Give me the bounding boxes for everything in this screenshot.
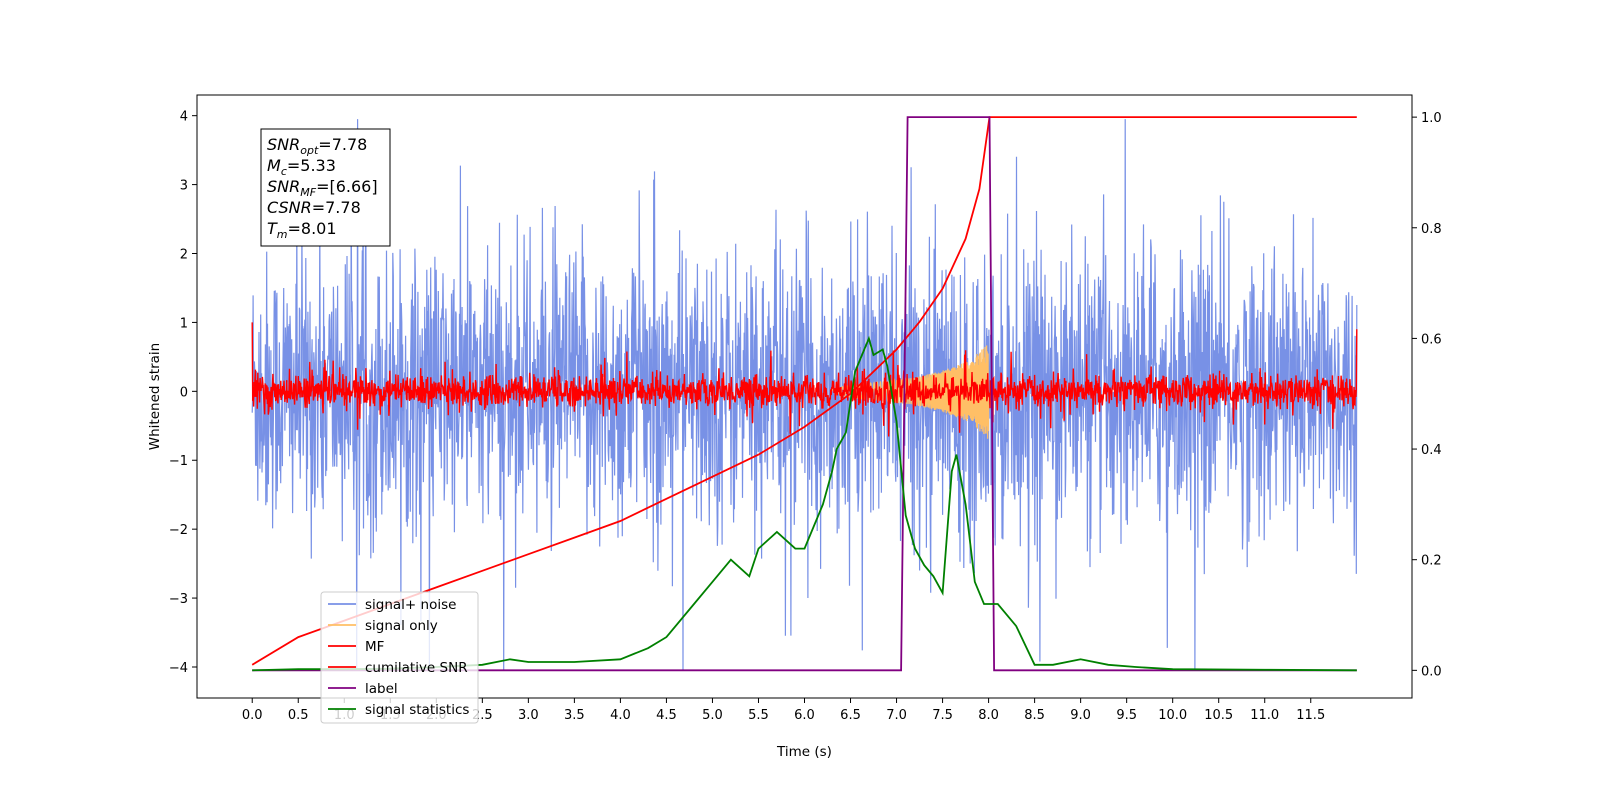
legend-entry-label: signal only	[365, 618, 438, 634]
x-tick-label: 3.0	[518, 708, 539, 723]
y-left-tick-label: 1	[180, 316, 188, 331]
x-tick-label: 10.0	[1158, 708, 1187, 723]
x-tick-label: 11.0	[1250, 708, 1279, 723]
legend-entry-label: signal+ noise	[365, 597, 456, 613]
x-tick-label: 7.0	[886, 708, 907, 723]
x-tick-label: 6.5	[840, 708, 861, 723]
x-tick-label: 5.5	[748, 708, 769, 723]
x-tick-label: 3.5	[564, 708, 585, 723]
y-left-tick-label: −2	[169, 523, 188, 538]
y-axis-left: 4 3 2 1 0 −1 −2 −3 −4	[169, 110, 197, 676]
y-right-tick-label: 0.2	[1421, 554, 1442, 569]
legend: signal+ noise signal only MF cumilative SNR…	[320, 591, 479, 724]
x-tick-label: 9.5	[1116, 708, 1137, 723]
y-axis-right: 1.0 0.8 0.6 0.4 0.2 0.0	[1412, 111, 1442, 679]
y-left-tick-label: −4	[169, 661, 188, 676]
series-label-line	[252, 116, 1357, 672]
x-tick-label: 8.5	[1024, 708, 1045, 723]
x-tick-label: 11.5	[1296, 708, 1325, 723]
y-right-tick-label: 0.8	[1421, 222, 1442, 237]
x-tick-label: 0.0	[242, 708, 263, 723]
y-right-tick-label: 1.0	[1421, 111, 1442, 126]
legend-entry-label: signal statistics	[365, 702, 469, 718]
series-signal-noise-line	[251, 119, 1358, 671]
x-tick-label: 7.5	[932, 708, 953, 723]
x-tick-label: 6.0	[794, 708, 815, 723]
y-left-tick-label: −1	[169, 454, 188, 469]
x-axis-label: Time (s)	[776, 744, 832, 760]
plot-area	[251, 116, 1358, 672]
series-mf-line	[251, 322, 1358, 437]
legend-entry-label: cumilative SNR	[365, 660, 468, 676]
legend-entry-label: label	[365, 681, 398, 697]
x-tick-label: 4.5	[656, 708, 677, 723]
series-signal-statistics-line	[252, 335, 1357, 672]
info-line: SNRMF=[6.66]	[267, 177, 378, 199]
info-box-frame	[260, 128, 391, 247]
y-right-tick-label: 0.6	[1421, 332, 1442, 347]
legend-entry-label: MF	[365, 639, 384, 655]
x-tick-label: 5.0	[702, 708, 723, 723]
x-tick-label: 4.0	[610, 708, 631, 723]
y-left-tick-label: 3	[180, 179, 188, 194]
info-line: CSNR=7.78	[267, 198, 361, 217]
info-line: SNRopt=7.78	[267, 135, 367, 157]
info-line: Tm=8.01	[267, 219, 337, 241]
y-left-tick-label: 4	[180, 110, 188, 125]
x-tick-label: 9.0	[1070, 708, 1091, 723]
legend-frame	[320, 591, 479, 724]
x-tick-label: 10.5	[1204, 708, 1233, 723]
series-cumulative-snr-line	[251, 116, 1357, 666]
y-left-tick-label: 2	[180, 248, 188, 263]
y-right-tick-label: 0.0	[1421, 664, 1442, 679]
y-axis-label: Whitened strain	[147, 343, 163, 450]
x-tick-label: 8.0	[978, 708, 999, 723]
y-right-tick-label: 0.4	[1421, 443, 1442, 458]
x-tick-label: 0.5	[288, 708, 309, 723]
y-left-tick-label: −3	[169, 592, 188, 607]
info-line: Mc=5.33	[267, 156, 336, 178]
y-left-tick-label: 0	[180, 385, 188, 400]
